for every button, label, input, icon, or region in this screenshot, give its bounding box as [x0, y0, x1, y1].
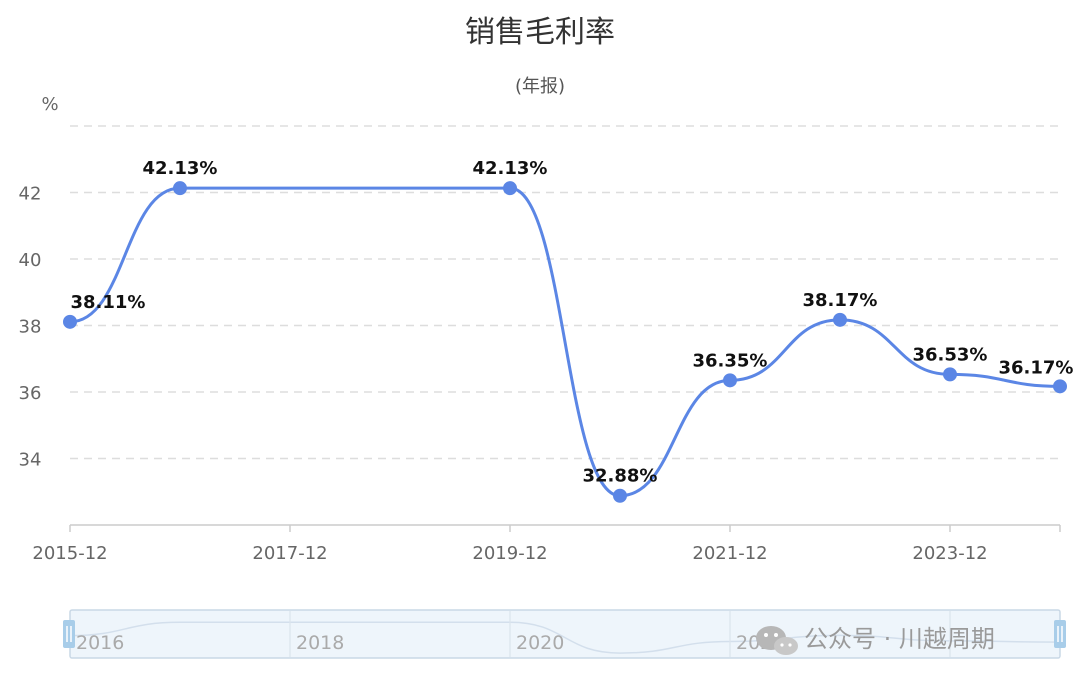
data-point[interactable] — [723, 373, 737, 388]
wechat-icon — [756, 626, 798, 655]
slider-label: 2016 — [76, 632, 124, 654]
slider-label: 2020 — [516, 632, 564, 654]
slider-preview-line — [69, 621, 1061, 654]
y-tick-label: 38 — [19, 317, 42, 338]
series-layer — [69, 186, 1061, 498]
data-point[interactable] — [503, 181, 517, 196]
data-point[interactable] — [943, 367, 957, 382]
data-point[interactable] — [833, 312, 847, 327]
data-label: 38.17% — [803, 290, 878, 311]
y-axis-unit-label: % — [41, 94, 58, 115]
chart-title: 销售毛利率 — [465, 15, 615, 50]
x-tick-label: 2017-12 — [252, 543, 327, 564]
x-tick-label: 2023-12 — [912, 543, 987, 564]
data-labels: 38.11% 42.13% 42.13% 32.88% 36.35% 38.17% 36.5… — [71, 158, 1074, 487]
watermark: 公众号 · 川越周期 — [756, 625, 995, 655]
x-axis-labels: 2015-12 2017-12 2019-12 2021-12 2023-12 — [32, 543, 987, 564]
data-points — [63, 181, 1067, 503]
drag-handle-icon[interactable] — [1054, 620, 1066, 648]
data-point[interactable] — [1053, 379, 1067, 394]
grid-lines — [70, 125, 1060, 460]
y-tick-label: 40 — [19, 250, 42, 271]
data-point[interactable] — [613, 488, 627, 503]
y-tick-label: 34 — [19, 450, 42, 471]
series-line — [69, 186, 1061, 498]
data-label: 36.35% — [693, 350, 768, 371]
x-tick-label: 2019-12 — [472, 543, 547, 564]
data-label: 42.13% — [143, 158, 218, 179]
watermark-text: 公众号 · 川越周期 — [804, 625, 995, 653]
slider-left-handle[interactable] — [63, 620, 75, 648]
data-label: 32.88% — [583, 466, 658, 487]
data-label: 38.11% — [71, 292, 146, 313]
y-tick-label: 42 — [19, 184, 42, 205]
slider-right-handle[interactable] — [1054, 620, 1066, 648]
slider-dividers — [289, 611, 951, 657]
slider-label: 2018 — [296, 632, 344, 654]
x-axis — [69, 524, 1061, 532]
y-axis-labels: 34 36 38 40 42 — [19, 184, 42, 471]
data-point[interactable] — [63, 314, 77, 329]
data-label: 36.17% — [999, 357, 1074, 378]
x-tick-label: 2015-12 — [32, 543, 107, 564]
data-label: 36.53% — [913, 344, 988, 365]
x-tick-label: 2021-12 — [692, 543, 767, 564]
chart-subtitle: (年报) — [515, 76, 565, 97]
drag-handle-icon[interactable] — [63, 620, 75, 648]
y-tick-label: 36 — [19, 383, 42, 404]
data-label: 42.13% — [473, 158, 548, 179]
data-point[interactable] — [173, 181, 187, 196]
